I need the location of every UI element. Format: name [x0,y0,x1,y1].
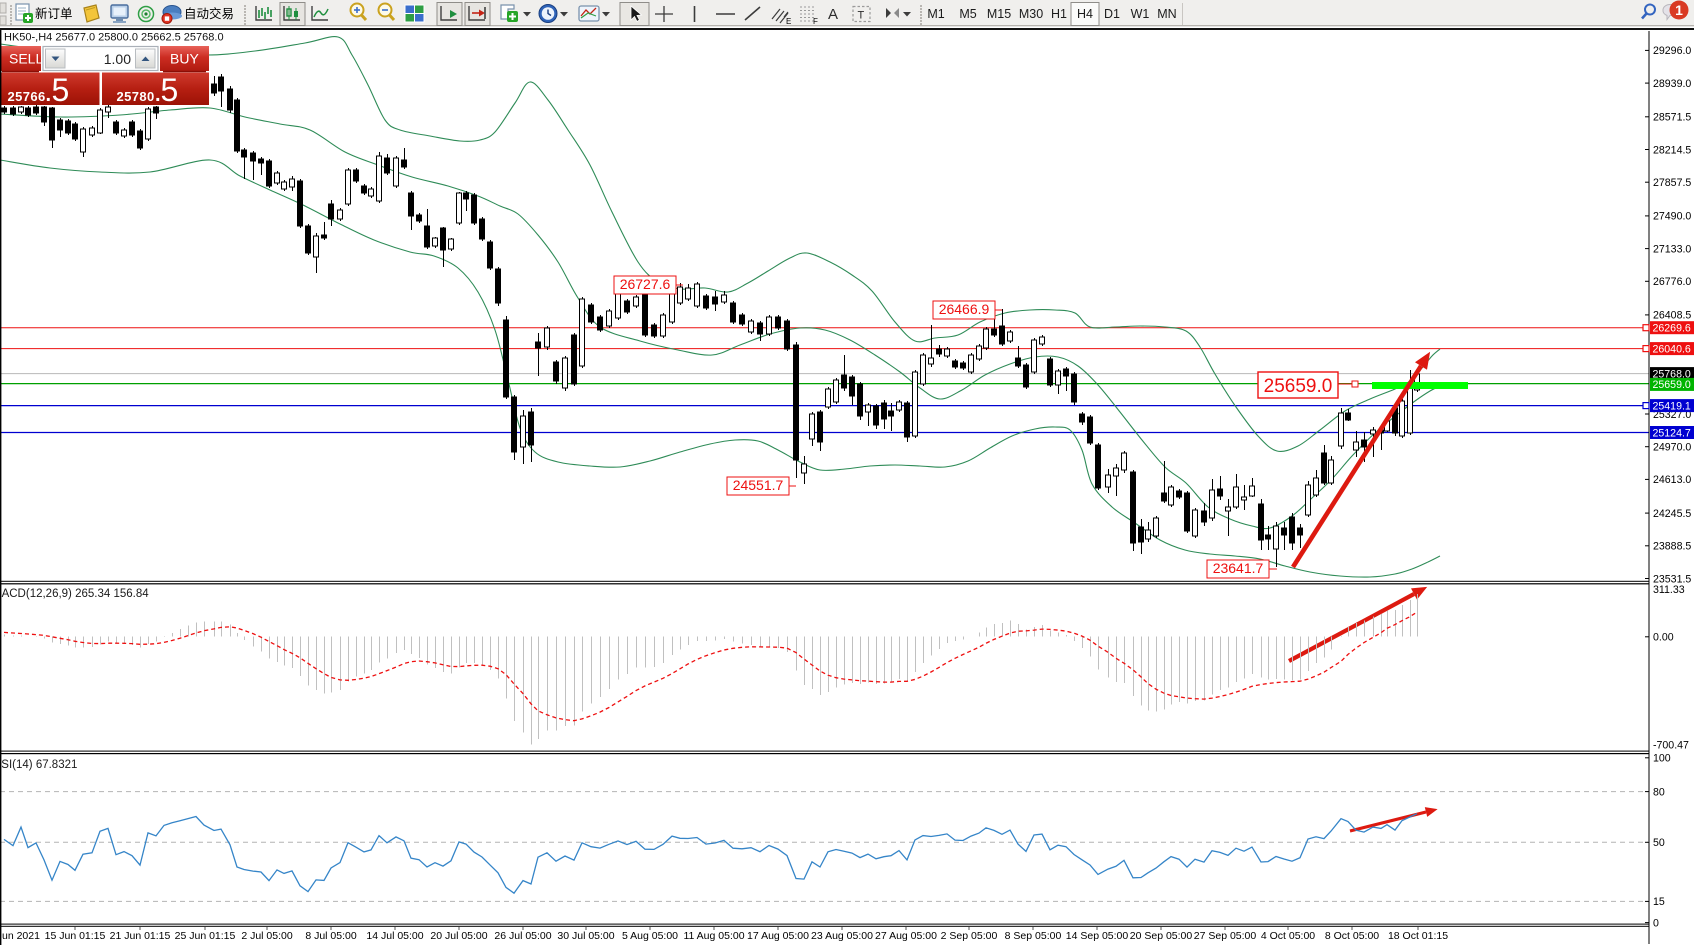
svg-text:BUY: BUY [170,51,199,67]
svg-text:-700.47: -700.47 [1653,740,1689,752]
svg-text:M5: M5 [959,7,976,21]
svg-text:M1: M1 [927,7,944,21]
svg-text:5: 5 [161,72,179,108]
svg-text:8 Oct 05:00: 8 Oct 05:00 [1325,930,1379,942]
svg-text:15 Jun 01:15: 15 Jun 01:15 [45,930,106,942]
svg-text:23641.7: 23641.7 [1213,560,1264,576]
svg-text:un 2021: un 2021 [2,930,40,942]
svg-text:25780: 25780 [117,89,155,104]
svg-text:14 Jul 05:00: 14 Jul 05:00 [366,930,423,942]
svg-text:26466.9: 26466.9 [939,301,990,317]
svg-text:.: . [155,84,161,106]
svg-text:H1: H1 [1051,7,1067,21]
svg-text:100: 100 [1653,753,1671,765]
svg-text:21 Jun 01:15: 21 Jun 01:15 [110,930,171,942]
svg-text:1.00: 1.00 [104,51,131,67]
svg-text:27857.5: 27857.5 [1653,177,1691,189]
svg-text:0.00: 0.00 [1653,632,1674,644]
svg-text:8 Jul 05:00: 8 Jul 05:00 [305,930,357,942]
svg-text:11 Aug 05:00: 11 Aug 05:00 [683,930,744,942]
svg-text:27490.0: 27490.0 [1653,211,1691,223]
svg-text:18 Oct 01:15: 18 Oct 01:15 [1388,930,1448,942]
svg-text:28939.0: 28939.0 [1653,78,1691,90]
svg-text:23531.5: 23531.5 [1653,573,1691,585]
svg-text:RSI(14) 67.8321: RSI(14) 67.8321 [0,759,77,771]
svg-text:27 Sep 05:00: 27 Sep 05:00 [1194,930,1257,942]
svg-text:0: 0 [1653,917,1659,929]
svg-text:26408.5: 26408.5 [1653,310,1691,322]
svg-text:29296.0: 29296.0 [1653,45,1691,57]
svg-text:新订单: 新订单 [35,6,73,21]
svg-text:5: 5 [52,72,70,108]
svg-text:24970.0: 24970.0 [1653,442,1691,454]
svg-text:D1: D1 [1104,7,1120,21]
svg-text:H4: H4 [1077,7,1093,21]
svg-text:25419.1: 25419.1 [1653,400,1691,412]
svg-text:SELL: SELL [9,51,43,67]
svg-text:F: F [813,17,818,26]
svg-text:27133.0: 27133.0 [1653,243,1691,255]
svg-text:25766: 25766 [8,89,46,104]
svg-text:4 Oct 05:00: 4 Oct 05:00 [1261,930,1315,942]
svg-text:5 Aug 05:00: 5 Aug 05:00 [622,930,678,942]
svg-text:26727.6: 26727.6 [620,276,671,292]
svg-text:8 Sep 05:00: 8 Sep 05:00 [1005,930,1062,942]
svg-text:28571.5: 28571.5 [1653,112,1691,124]
svg-text:24613.0: 24613.0 [1653,474,1691,486]
svg-text:A: A [828,6,838,23]
svg-text:25768.0: 25768.0 [1653,368,1691,380]
svg-text:1: 1 [1675,2,1683,18]
svg-text:2 Jul 05:00: 2 Jul 05:00 [241,930,293,942]
svg-text:自动交易: 自动交易 [184,6,234,21]
svg-text:311.33: 311.33 [1653,584,1685,596]
svg-text:25659.0: 25659.0 [1264,376,1333,397]
svg-text:24551.7: 24551.7 [733,477,784,493]
svg-text:HK50-,H4 25677.0 25800.0 2566: HK50-,H4 25677.0 25800.0 25662.5 25768.0 [4,32,224,44]
svg-text:25659.0: 25659.0 [1653,379,1691,391]
svg-text:25124.7: 25124.7 [1653,427,1691,439]
svg-text:30 Jul 05:00: 30 Jul 05:00 [557,930,614,942]
svg-text:25 Jun 01:15: 25 Jun 01:15 [175,930,236,942]
svg-text:26269.6: 26269.6 [1653,323,1691,335]
svg-text:W1: W1 [1131,7,1150,21]
svg-text:M30: M30 [1019,7,1043,21]
svg-text:26040.6: 26040.6 [1653,343,1691,355]
svg-text:MN: MN [1157,7,1176,21]
svg-text:27 Aug 05:00: 27 Aug 05:00 [875,930,937,942]
svg-text:28214.5: 28214.5 [1653,144,1691,156]
svg-text:26 Jul 05:00: 26 Jul 05:00 [494,930,551,942]
svg-text:2 Sep 05:00: 2 Sep 05:00 [941,930,998,942]
svg-text:24245.5: 24245.5 [1653,508,1691,520]
svg-text:.: . [46,84,52,106]
svg-text:T: T [858,10,865,22]
svg-text:M15: M15 [987,7,1011,21]
svg-text:23 Aug 05:00: 23 Aug 05:00 [811,930,873,942]
svg-text:23888.5: 23888.5 [1653,541,1691,553]
svg-text:20 Jul 05:00: 20 Jul 05:00 [430,930,487,942]
svg-text:15: 15 [1653,896,1665,908]
svg-text:80: 80 [1653,786,1665,798]
svg-text:26776.0: 26776.0 [1653,276,1691,288]
svg-text:20 Sep 05:00: 20 Sep 05:00 [1130,930,1193,942]
svg-text:14 Sep 05:00: 14 Sep 05:00 [1066,930,1129,942]
svg-text:17 Aug 05:00: 17 Aug 05:00 [747,930,809,942]
svg-text:50: 50 [1653,837,1665,849]
svg-text:MACD(12,26,9) 265.34 156.84: MACD(12,26,9) 265.34 156.84 [0,588,149,600]
svg-text:E: E [786,17,791,26]
